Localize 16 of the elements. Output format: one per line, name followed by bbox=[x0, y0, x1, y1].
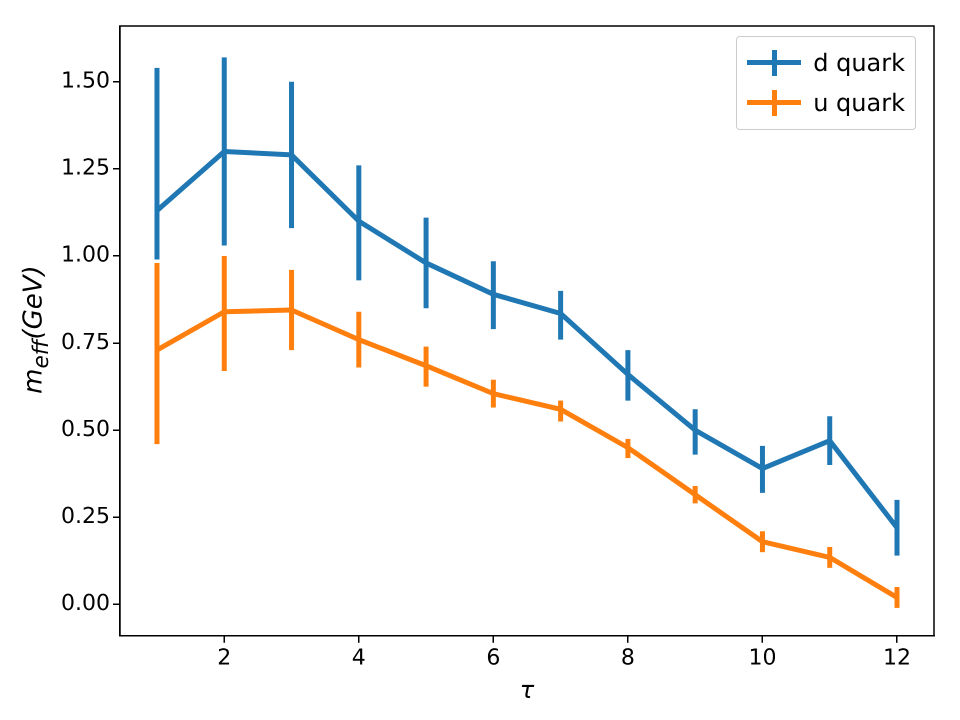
y-tick-label: 1.00 bbox=[61, 242, 110, 268]
x-tick-label: 4 bbox=[352, 646, 366, 671]
legend-label: d quark bbox=[813, 48, 905, 79]
x-tick-label: 2 bbox=[217, 646, 232, 671]
y-tick-label: 0.25 bbox=[61, 504, 110, 530]
y-tick-label: 0.50 bbox=[61, 416, 110, 442]
y-tick-label: 0.75 bbox=[61, 330, 110, 355]
y-tick-label: 1.50 bbox=[61, 68, 110, 94]
y-tick-label: 0.00 bbox=[61, 591, 110, 616]
x-tick-label: 10 bbox=[748, 646, 776, 671]
x-tick-label: 6 bbox=[486, 646, 500, 671]
y-tick-label: 1.25 bbox=[61, 156, 110, 181]
legend-label: u quark bbox=[813, 88, 905, 119]
x-tick-label: 12 bbox=[883, 646, 911, 671]
x-tick-label: 8 bbox=[620, 646, 635, 671]
x-axis-title: τ bbox=[520, 676, 535, 704]
